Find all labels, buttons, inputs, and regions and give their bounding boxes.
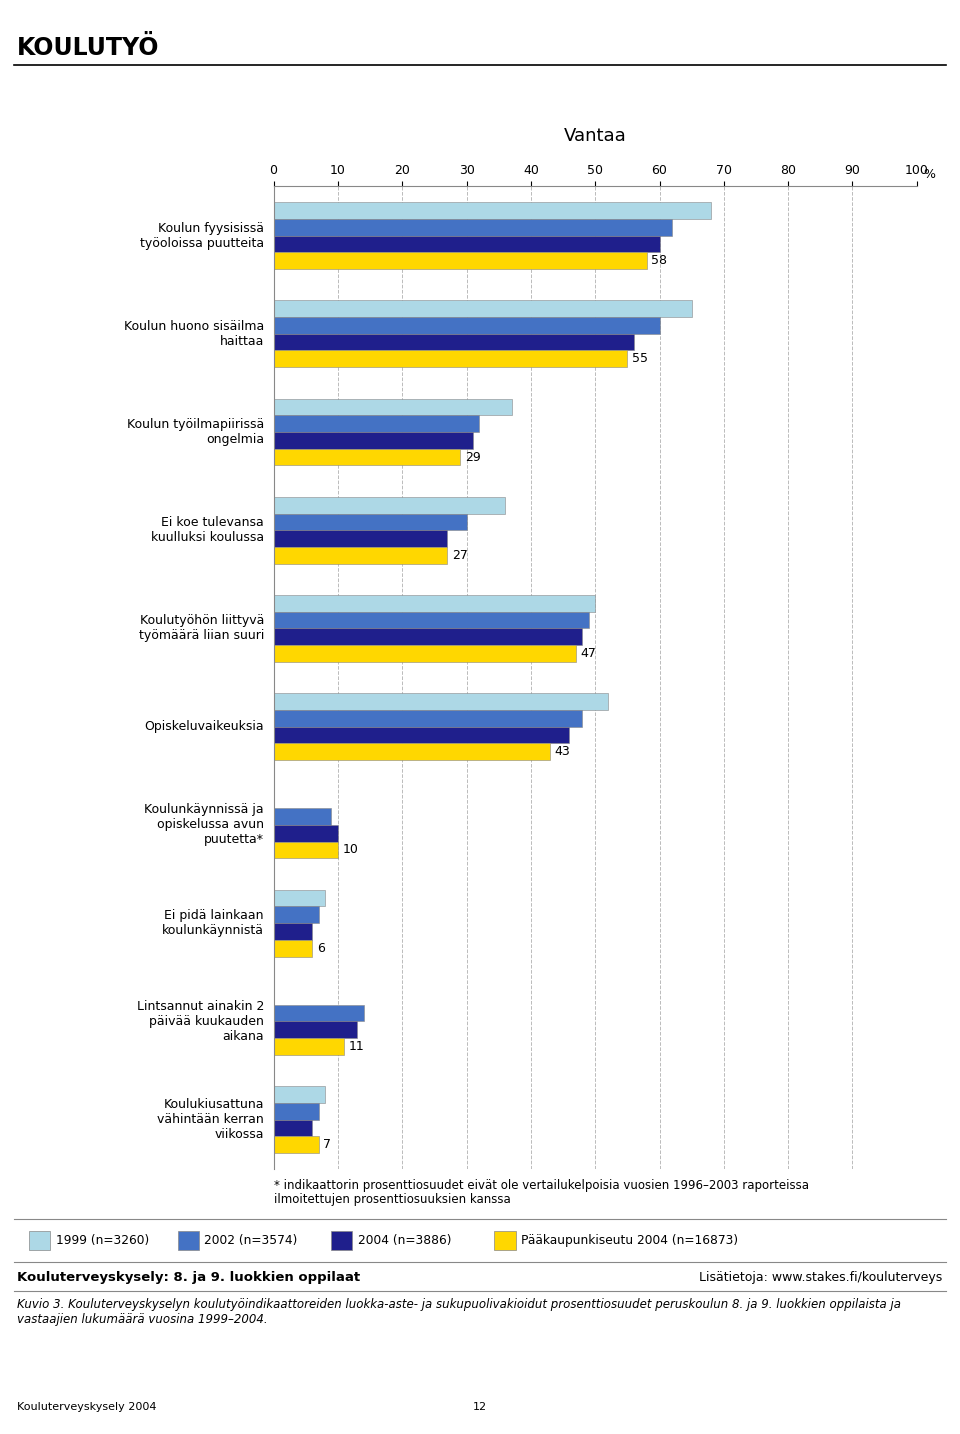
Bar	[274, 693, 608, 710]
Bar	[274, 416, 479, 432]
Bar	[274, 923, 312, 939]
Bar	[274, 334, 634, 350]
Bar	[274, 317, 660, 334]
Bar	[274, 595, 595, 612]
Text: Koulun fyysisissä
työoloissa puutteita: Koulun fyysisissä työoloissa puutteita	[140, 221, 264, 250]
Text: Koulun huono sisäilma
haittaa: Koulun huono sisäilma haittaa	[124, 320, 264, 348]
Text: KOULUTYÖ: KOULUTYÖ	[17, 36, 159, 60]
Bar	[274, 1086, 325, 1103]
Text: 29: 29	[465, 450, 480, 463]
Bar	[274, 743, 550, 760]
Text: Ei koe tulevansa
kuulluksi koulussa: Ei koe tulevansa kuulluksi koulussa	[151, 516, 264, 545]
Text: Koulutyöhön liittyvä
työmäärä liian suuri: Koulutyöhön liittyvä työmäärä liian suur…	[138, 614, 264, 642]
Bar	[274, 1005, 364, 1021]
Text: Kouluterveyskysely 2004: Kouluterveyskysely 2004	[17, 1402, 156, 1412]
Bar	[274, 235, 660, 252]
Text: Koulunkäynnissä ja
opiskelussa avun
puutetta*: Koulunkäynnissä ja opiskelussa avun puut…	[144, 803, 264, 846]
Bar	[274, 939, 312, 956]
Bar	[274, 1120, 312, 1136]
Text: ilmoitettujen prosenttiosuuksien kanssa: ilmoitettujen prosenttiosuuksien kanssa	[274, 1193, 511, 1206]
Text: 10: 10	[343, 843, 358, 856]
Bar	[274, 889, 325, 906]
Bar	[274, 219, 672, 235]
Text: Opiskeluvaikeuksia: Opiskeluvaikeuksia	[144, 720, 264, 733]
Bar	[274, 399, 512, 416]
Bar	[274, 710, 583, 727]
Text: %: %	[924, 168, 935, 182]
Bar	[274, 432, 473, 449]
Text: * indikaattorin prosenttiosuudet eivät ole vertailukelpoisia vuosien 1996–2003 r: * indikaattorin prosenttiosuudet eivät o…	[274, 1179, 808, 1192]
Bar	[274, 1038, 345, 1055]
Text: 2004 (n=3886): 2004 (n=3886)	[358, 1233, 451, 1248]
Text: Lisätietoja: www.stakes.fi/kouluterveys: Lisätietoja: www.stakes.fi/kouluterveys	[700, 1271, 943, 1283]
Bar	[274, 906, 319, 923]
Bar	[274, 809, 331, 825]
Text: 27: 27	[452, 549, 468, 562]
Bar	[274, 531, 447, 546]
Text: Koulun työilmapiirissä
ongelmia: Koulun työilmapiirissä ongelmia	[127, 417, 264, 446]
Text: 6: 6	[317, 942, 324, 955]
Bar	[274, 1021, 357, 1038]
Bar	[274, 645, 576, 663]
Bar	[274, 202, 711, 219]
Text: Koulukiusattuna
vähintään kerran
viikossa: Koulukiusattuna vähintään kerran viikoss…	[157, 1098, 264, 1141]
Bar	[274, 628, 583, 645]
Text: 1999 (n=3260): 1999 (n=3260)	[56, 1233, 149, 1248]
Text: Ei pidä lainkaan
koulunkäynnistä: Ei pidä lainkaan koulunkäynnistä	[162, 909, 264, 938]
Text: 58: 58	[651, 254, 667, 267]
Text: 11: 11	[348, 1040, 365, 1053]
Text: Vantaa: Vantaa	[564, 128, 627, 145]
Bar	[274, 252, 647, 270]
Bar	[274, 449, 460, 466]
Bar	[274, 825, 338, 842]
Bar	[274, 1136, 319, 1153]
Text: 47: 47	[581, 647, 596, 660]
Bar	[274, 513, 467, 531]
Text: 43: 43	[555, 746, 570, 759]
Text: 12: 12	[473, 1402, 487, 1412]
Text: Kuvio 3. Kouluterveyskyselyn koulutyöindikaattoreiden luokka-aste- ja sukupuoliv: Kuvio 3. Kouluterveyskyselyn koulutyöind…	[17, 1298, 901, 1326]
Bar	[274, 612, 588, 628]
Bar	[274, 300, 691, 317]
Bar	[274, 546, 447, 564]
Text: 2002 (n=3574): 2002 (n=3574)	[204, 1233, 298, 1248]
Bar	[274, 496, 505, 513]
Bar	[274, 350, 628, 367]
Bar	[274, 727, 569, 743]
Bar	[274, 842, 338, 859]
Text: 7: 7	[324, 1139, 331, 1152]
Text: Pääkaupunkiseutu 2004 (n=16873): Pääkaupunkiseutu 2004 (n=16873)	[521, 1233, 738, 1248]
Bar	[274, 1103, 319, 1120]
Text: 55: 55	[632, 353, 648, 366]
Text: Lintsannut ainakin 2
päivää kuukauden
aikana: Lintsannut ainakin 2 päivää kuukauden ai…	[136, 999, 264, 1043]
Text: Kouluterveyskysely: 8. ja 9. luokkien oppilaat: Kouluterveyskysely: 8. ja 9. luokkien op…	[17, 1271, 360, 1283]
